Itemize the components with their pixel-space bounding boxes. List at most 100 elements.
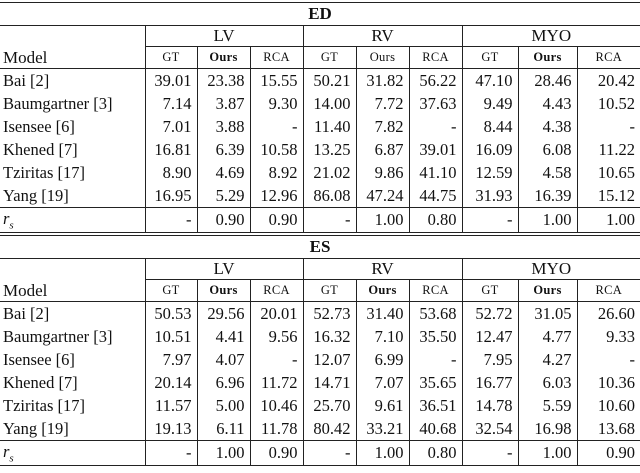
model-name: Isensee [6]	[3, 349, 75, 369]
model-name: Isensee [6]	[3, 116, 75, 136]
rs-value-cell: -	[461, 440, 518, 466]
rs-value-cell: 1.00	[576, 207, 640, 233]
value-cell: 10.51	[144, 325, 197, 348]
value-cell: 11.72	[249, 371, 303, 394]
value-cell: 44.75	[408, 184, 462, 208]
value-cell: 11.57	[144, 394, 197, 417]
subheader-rca: RCA	[249, 46, 303, 69]
value-cell: 14.78	[461, 394, 518, 417]
value-cell: 4.07	[196, 348, 250, 371]
value-cell: 15.55	[249, 68, 303, 92]
rs-value-cell: 0.80	[408, 207, 462, 233]
value-cell: 7.10	[355, 325, 409, 348]
rs-label: rs	[3, 208, 14, 232]
value-cell: -	[408, 115, 462, 138]
value-cell: 7.14	[144, 92, 197, 115]
value-cell: 9.30	[249, 92, 303, 115]
value-cell: 35.65	[408, 371, 462, 394]
subheader-rca: RCA	[576, 46, 640, 69]
value-cell: 10.46	[249, 394, 303, 417]
value-cell: 19.13	[144, 417, 197, 441]
results-table-es: ES Model LV RV MYO GT Ours RCA GT Ours RCA GT Our…	[0, 235, 640, 466]
value-cell: 23.38	[196, 68, 250, 92]
subheader-ours: Ours	[517, 279, 577, 302]
rs-value-cell: 1.00	[517, 207, 577, 233]
value-cell: 15.12	[576, 184, 640, 208]
value-cell: -	[408, 348, 462, 371]
value-cell: 56.22	[408, 68, 462, 92]
value-cell: 6.11	[196, 417, 250, 441]
value-cell: 16.95	[144, 184, 197, 208]
value-cell: 36.51	[408, 394, 462, 417]
value-cell: 3.88	[196, 115, 250, 138]
table-row: Tziritas [17] 8.90 4.69 8.92 21.02 9.86 41.10 1…	[0, 161, 640, 184]
value-cell: 6.08	[517, 138, 577, 161]
value-cell: 50.53	[144, 301, 197, 325]
value-cell: 21.02	[302, 161, 356, 184]
value-cell: 13.68	[576, 417, 640, 441]
group-header-myo: MYO	[461, 258, 640, 280]
value-cell: 35.50	[408, 325, 462, 348]
table-row: Yang [19] 19.13 6.11 11.78 80.42 33.21 40.68 32…	[0, 417, 640, 441]
table-row: Baumgartner [3] 7.14 3.87 9.30 14.00 7.72 37.6…	[0, 92, 640, 115]
table-row: Tziritas [17] 11.57 5.00 10.46 25.70 9.61 36.5…	[0, 394, 640, 417]
rs-value-cell: 1.00	[355, 440, 409, 466]
value-cell: 52.72	[461, 301, 518, 325]
table-row: Bai [2] 50.53 29.56 20.01 52.73 31.40 53.68 52.…	[0, 301, 640, 325]
model-name: Khened [7]	[3, 139, 78, 159]
value-cell: 16.32	[302, 325, 356, 348]
value-cell: 14.00	[302, 92, 356, 115]
value-cell: 12.47	[461, 325, 518, 348]
value-cell: -	[576, 115, 640, 138]
table-row: Isensee [6] 7.97 4.07-12.07 6.99-7.95 4.27-	[0, 348, 640, 371]
value-cell: 9.33	[576, 325, 640, 348]
value-cell: 10.58	[249, 138, 303, 161]
rs-row: rs -1.00 0.90-1.00 0.80-1.00 0.90	[0, 440, 640, 466]
value-cell: 86.08	[302, 184, 356, 208]
subheader-gt: GT	[461, 279, 518, 302]
group-header-rv: RV	[302, 258, 462, 280]
rs-value-cell: -	[461, 207, 518, 233]
model-name: Tziritas [17]	[3, 162, 86, 182]
value-cell: 7.97	[144, 348, 197, 371]
rs-value-cell: 1.00	[355, 207, 409, 233]
subheader-gt: GT	[461, 46, 518, 69]
subheader-gt: GT	[302, 279, 356, 302]
rs-value-cell: -	[144, 207, 197, 233]
value-cell: 29.56	[196, 301, 250, 325]
table-row: Bai [2] 39.01 23.38 15.55 50.21 31.82 56.22 47.…	[0, 68, 640, 92]
value-cell: 20.14	[144, 371, 197, 394]
subheader-gt: GT	[144, 279, 197, 302]
value-cell: 16.39	[517, 184, 577, 208]
value-cell: 31.82	[355, 68, 409, 92]
value-cell: 26.60	[576, 301, 640, 325]
value-cell: -	[249, 348, 303, 371]
value-cell: 16.98	[517, 417, 577, 441]
rs-value-cell: 0.80	[408, 440, 462, 466]
value-cell: 13.25	[302, 138, 356, 161]
value-cell: 9.49	[461, 92, 518, 115]
value-cell: 52.73	[302, 301, 356, 325]
value-cell: 80.42	[302, 417, 356, 441]
table-title: ES	[0, 235, 640, 259]
value-cell: 9.86	[355, 161, 409, 184]
value-cell: 11.40	[302, 115, 356, 138]
value-cell: 31.40	[355, 301, 409, 325]
value-cell: 7.01	[144, 115, 197, 138]
value-cell: 25.70	[302, 394, 356, 417]
model-name: Yang [19]	[0, 417, 145, 441]
value-cell: 7.72	[355, 92, 409, 115]
value-cell: -	[249, 115, 303, 138]
table-row: Khened [7] 16.81 6.39 10.58 13.25 6.87 39.01 16…	[0, 138, 640, 161]
model-column-header: Model	[0, 25, 145, 69]
value-cell: 12.07	[302, 348, 356, 371]
subheader-rca: RCA	[576, 279, 640, 302]
table-row: Isensee [6] 7.01 3.88-11.40 7.82-8.44 4.38-	[0, 115, 640, 138]
value-cell: 8.90	[144, 161, 197, 184]
value-cell: 6.99	[355, 348, 409, 371]
model-name: Baumgartner [3]	[3, 93, 113, 113]
value-cell: 10.36	[576, 371, 640, 394]
table-title: ED	[0, 2, 640, 26]
value-cell: 6.39	[196, 138, 250, 161]
value-cell: 8.44	[461, 115, 518, 138]
